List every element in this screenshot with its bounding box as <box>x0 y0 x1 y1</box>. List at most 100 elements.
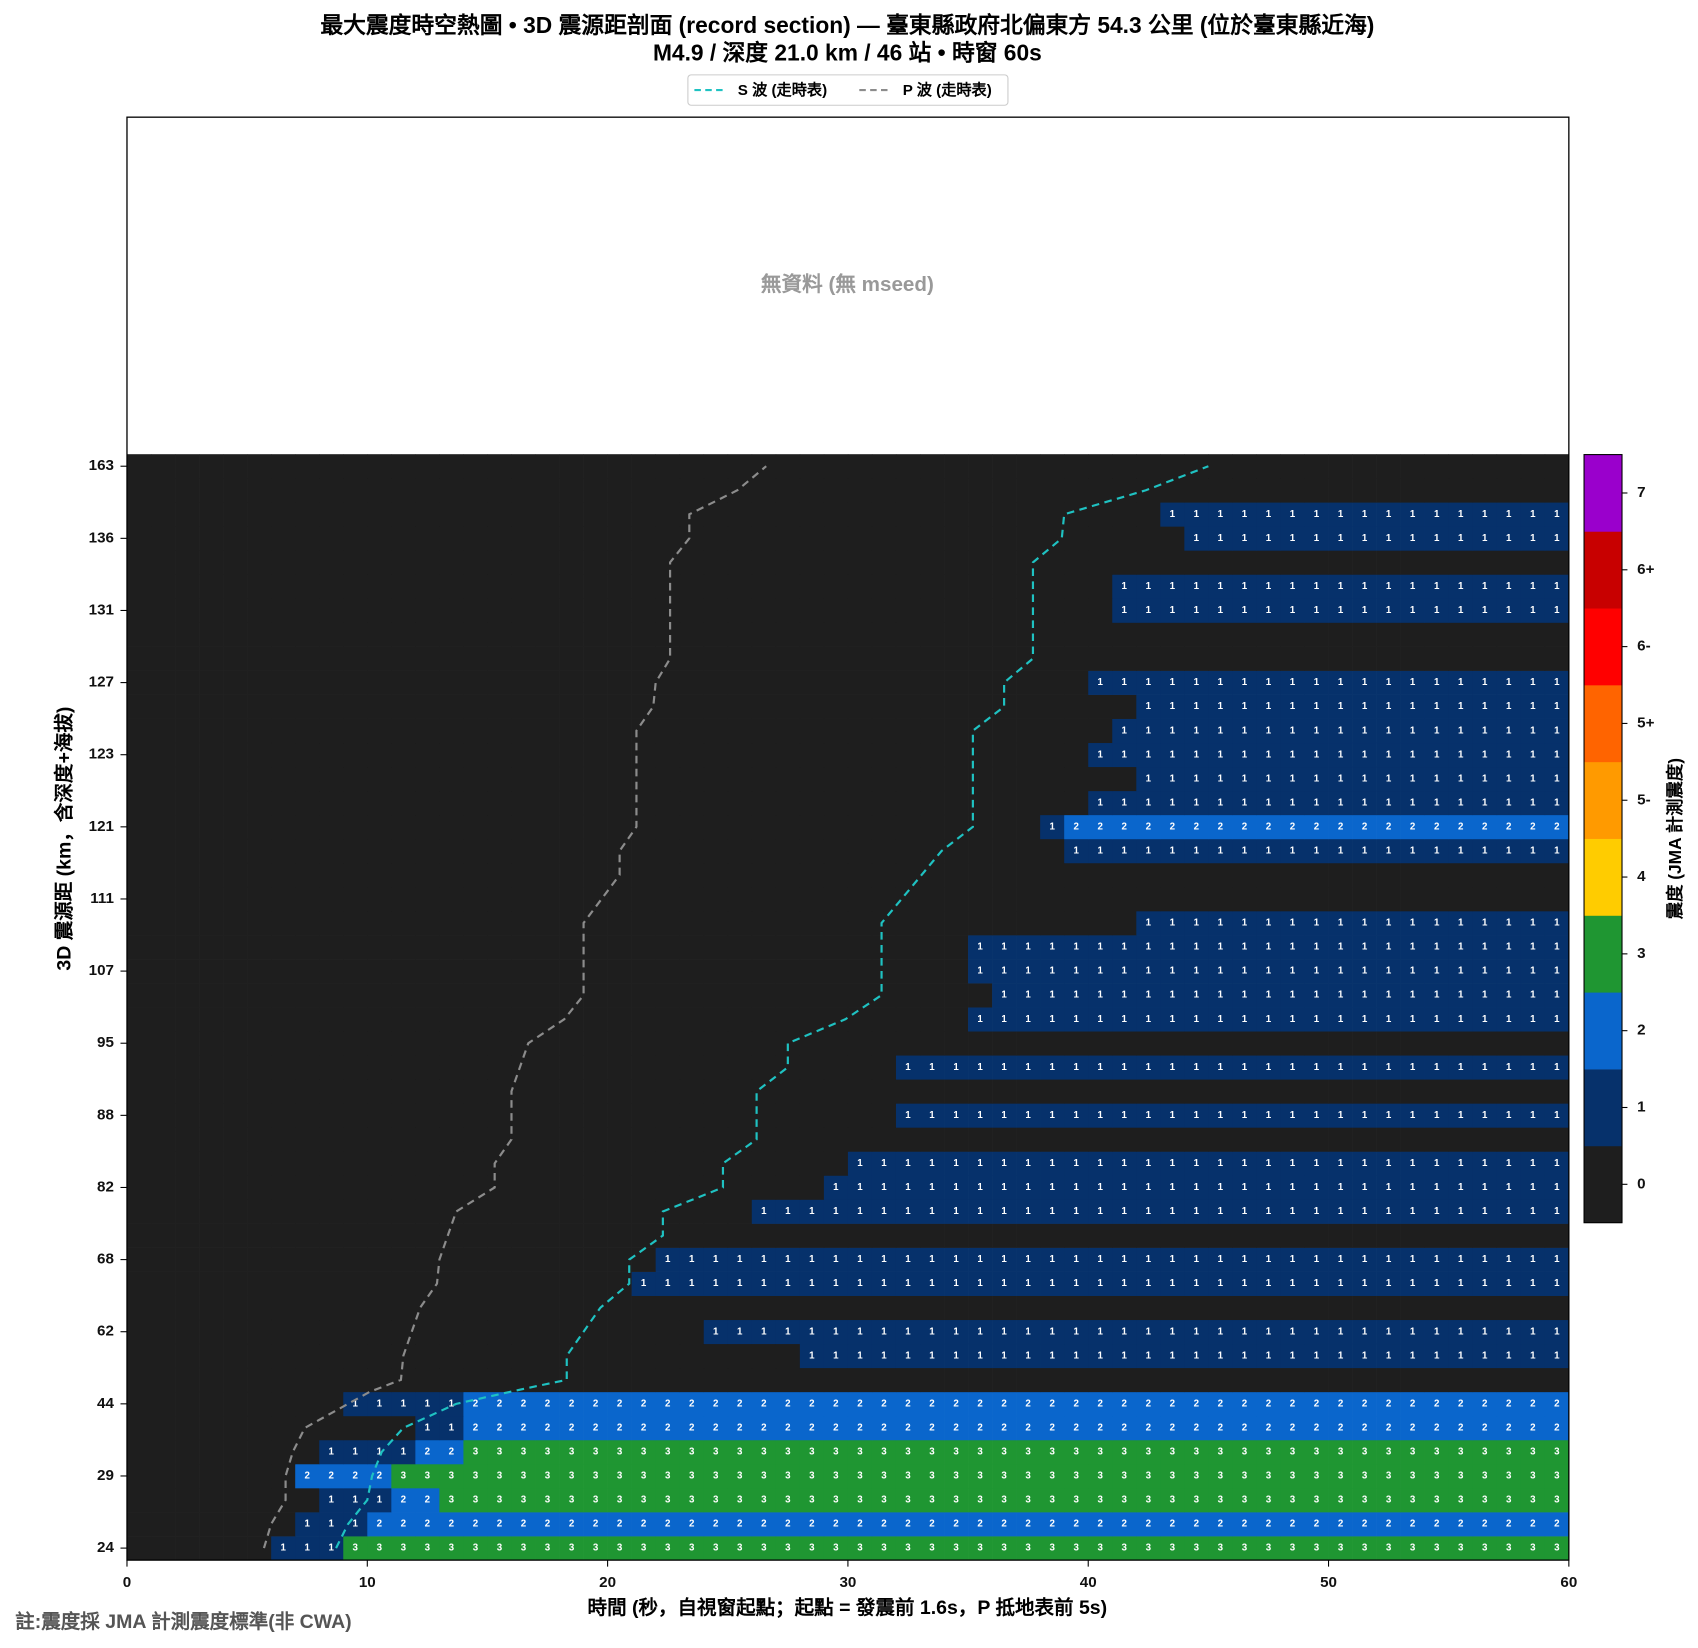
heat-cell <box>487 598 512 623</box>
heat-cell <box>151 766 176 792</box>
cell-label: 3 <box>545 1471 551 1482</box>
heat-cell <box>271 1319 296 1345</box>
heat-cell <box>871 1487 897 1513</box>
heat-cell <box>631 1175 656 1200</box>
heat-cell <box>367 1055 392 1080</box>
heat-cell <box>1088 1439 1113 1465</box>
cell-label: 1 <box>929 1254 935 1265</box>
heat-cell <box>920 1271 945 1296</box>
heat-cell <box>1256 1512 1281 1537</box>
cell-label: 1 <box>1530 1206 1536 1217</box>
heat-cell <box>895 1295 921 1321</box>
heat-cell <box>439 1031 464 1056</box>
cell-label: 2 <box>569 1398 575 1409</box>
heat-cell <box>1544 1151 1570 1176</box>
heat-cell <box>295 983 320 1008</box>
heat-cell <box>487 1223 512 1248</box>
heat-cell <box>247 1055 272 1080</box>
heat-cell <box>319 1463 344 1489</box>
heat-cell <box>559 910 584 936</box>
cell-label: 1 <box>1194 942 1200 953</box>
heat-cell <box>703 862 729 888</box>
cell-label: 1 <box>1049 1350 1055 1361</box>
heat-cell <box>607 1367 632 1393</box>
heat-cell <box>391 598 416 623</box>
cell-label: 3 <box>1482 1543 1488 1554</box>
heat-cell <box>727 790 753 816</box>
cell-label: 2 <box>689 1519 695 1530</box>
heat-cell <box>1088 1175 1113 1200</box>
heat-cell <box>271 574 296 599</box>
heat-cell <box>559 1391 584 1417</box>
heat-cell <box>1040 622 1065 647</box>
heat-cell <box>847 478 873 503</box>
cell-label: 2 <box>977 1398 983 1409</box>
cell-label: 1 <box>1482 966 1488 977</box>
cell-label: 3 <box>1554 1471 1560 1482</box>
cell-label: 1 <box>1001 1326 1007 1337</box>
heat-cell <box>1112 1055 1137 1080</box>
cell-label: 1 <box>1073 966 1079 977</box>
cell-label: 1 <box>1218 581 1224 592</box>
heat-cell <box>679 1319 705 1345</box>
heat-cell <box>319 1343 344 1369</box>
heat-cell <box>1256 1367 1281 1393</box>
heat-cell <box>535 983 560 1008</box>
cell-label: 1 <box>1098 1278 1104 1289</box>
heat-cell <box>126 454 152 479</box>
heat-cell <box>367 1512 392 1537</box>
heat-cell <box>319 1319 344 1345</box>
heat-cell <box>751 959 777 984</box>
cell-label: 3 <box>1458 1495 1464 1506</box>
heat-cell <box>751 478 777 503</box>
heat-cell <box>415 1367 440 1393</box>
heat-cell <box>751 1391 777 1417</box>
heat-cell <box>151 983 176 1008</box>
heat-cell <box>415 454 440 479</box>
heat-cell <box>223 983 248 1008</box>
cell-label: 1 <box>1458 990 1464 1001</box>
heat-cell <box>1184 1487 1209 1513</box>
heat-cell <box>679 574 705 599</box>
colorbar-swatch <box>1584 685 1623 763</box>
cell-label: 1 <box>1290 677 1296 688</box>
heat-cell <box>823 1536 849 1561</box>
heat-cell <box>175 935 200 960</box>
cell-label: 1 <box>1410 1110 1416 1121</box>
heat-cell <box>367 1343 392 1369</box>
heat-cell <box>1496 1199 1522 1224</box>
heat-cell <box>992 1271 1017 1296</box>
heat-cell <box>463 718 488 744</box>
cell-label: 1 <box>1025 1014 1031 1025</box>
heat-cell <box>847 1367 873 1393</box>
cell-label: 2 <box>1410 1398 1416 1409</box>
heat-cell <box>1352 1151 1377 1176</box>
heat-cell <box>631 622 656 647</box>
heat-cell <box>1424 1151 1450 1176</box>
cell-label: 1 <box>1290 1206 1296 1217</box>
cell-label: 1 <box>1506 509 1512 520</box>
heat-cell <box>1472 1343 1498 1369</box>
heat-cell <box>607 983 632 1008</box>
heat-cell <box>727 1512 753 1537</box>
cell-label: 1 <box>833 1326 839 1337</box>
cell-label: 2 <box>1122 1398 1128 1409</box>
heat-cell <box>1304 550 1329 575</box>
heat-cell <box>487 1247 512 1272</box>
heat-cell <box>583 1343 608 1369</box>
heat-cell <box>391 1391 416 1417</box>
cell-label: 2 <box>1530 821 1536 832</box>
heat-cell <box>1136 622 1161 647</box>
heat-cell <box>1352 622 1377 647</box>
heat-cell <box>415 694 440 719</box>
heat-cell <box>1184 1031 1209 1056</box>
heat-cell <box>823 1439 849 1465</box>
heat-cell <box>1304 886 1329 912</box>
heat-cell <box>1448 1199 1474 1224</box>
heat-cell <box>511 670 536 695</box>
heat-cell <box>319 959 344 984</box>
heat-cell <box>920 526 945 551</box>
cell-label: 2 <box>1482 1398 1488 1409</box>
cell-label: 1 <box>1434 797 1440 808</box>
cell-label: 1 <box>1170 1326 1176 1337</box>
